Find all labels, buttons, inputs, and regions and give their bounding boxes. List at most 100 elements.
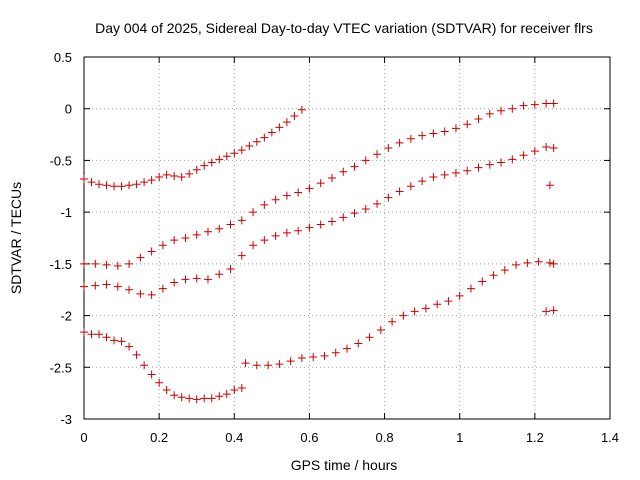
data-point (170, 278, 179, 287)
data-point (429, 172, 438, 181)
y-tick-label: 0.5 (54, 50, 72, 65)
data-point (215, 392, 224, 401)
data-point (327, 174, 336, 183)
data-point (549, 306, 558, 315)
data-point (350, 162, 359, 171)
plot-frame (83, 56, 611, 420)
y-tick-label: -0.5 (50, 153, 72, 168)
data-point (91, 259, 100, 268)
data-point (271, 195, 280, 204)
data-point (497, 106, 506, 115)
data-point (440, 170, 449, 179)
data-point (140, 361, 149, 370)
data-point (237, 383, 246, 392)
axis-ticks: 0 0.2 0.4 0.6 0.8 1 1.2 1.4 0.5 0 -0.5 -1 -1.5 -2 -2.5… (50, 50, 619, 445)
x-tick-label: 0 (80, 430, 87, 445)
data-point (530, 147, 539, 156)
data-point (102, 280, 111, 289)
data-point (399, 311, 408, 320)
data-point (545, 258, 554, 267)
data-point (170, 391, 179, 400)
data-point (294, 226, 303, 235)
data-point (181, 234, 190, 242)
data-point (117, 337, 126, 346)
data-point (170, 236, 179, 245)
data-point (305, 223, 314, 232)
data-point (474, 115, 483, 124)
data-point (440, 127, 449, 136)
data-point (207, 158, 216, 167)
data-point (376, 326, 385, 335)
data-point (110, 182, 119, 191)
series-track-5 (241, 257, 558, 370)
x-axis-label: GPS time / hours (291, 457, 398, 473)
data-point (549, 99, 558, 108)
data-point (230, 386, 239, 395)
data-point (125, 285, 134, 294)
data-point (508, 104, 517, 113)
data-point (87, 178, 96, 187)
data-point (185, 394, 194, 403)
data-point (429, 129, 438, 138)
data-point (203, 275, 212, 284)
data-point (140, 178, 149, 187)
data-point (534, 257, 543, 266)
data-point (170, 171, 179, 180)
y-tick-label: -1.5 (50, 257, 72, 272)
data-point (373, 150, 382, 159)
data-point (316, 220, 325, 229)
series-track-4 (80, 328, 246, 404)
data-point (117, 182, 126, 191)
data-point (125, 342, 134, 351)
y-tick-label: -2.5 (50, 360, 72, 375)
data-point (474, 163, 483, 172)
data-point (222, 390, 231, 399)
data-point (185, 169, 194, 178)
data-point (485, 160, 494, 169)
data-point (162, 386, 171, 395)
data-point (455, 291, 464, 300)
data-point (290, 111, 299, 120)
data-point (485, 109, 494, 118)
data-point (147, 290, 156, 299)
data-point (192, 395, 201, 404)
y-axis-label: SDTVAR / TECUs (8, 182, 24, 294)
data-point (297, 105, 306, 114)
data-point (530, 100, 539, 109)
x-tick-label: 0.8 (376, 430, 394, 445)
data-point (215, 155, 224, 164)
data-point (549, 259, 558, 268)
data-point (102, 181, 111, 190)
y-tick-label: -3 (60, 412, 72, 427)
data-point (395, 138, 404, 147)
data-point (158, 284, 167, 293)
data-point (80, 259, 88, 268)
data-point (136, 289, 145, 298)
data-point (102, 333, 111, 342)
data-point (252, 361, 261, 370)
data-point (192, 230, 201, 239)
data-point (523, 258, 532, 267)
data-point (512, 260, 521, 269)
data-point (264, 361, 273, 370)
data-point (147, 247, 156, 256)
data-point (519, 151, 528, 160)
data-point (316, 179, 325, 188)
x-tick-label: 1.4 (601, 430, 619, 445)
data-point (406, 134, 415, 143)
data-point (331, 348, 340, 357)
data-point (320, 351, 329, 360)
data-point (237, 251, 246, 260)
data-point (95, 330, 104, 339)
data-point (395, 187, 404, 196)
data-point (237, 216, 246, 225)
data-point (463, 120, 472, 129)
data-point (200, 161, 209, 170)
data-point (222, 152, 231, 161)
data-point (549, 144, 558, 153)
data-point (282, 228, 291, 237)
data-point (113, 261, 122, 270)
data-point (200, 394, 209, 403)
data-point (132, 350, 141, 359)
